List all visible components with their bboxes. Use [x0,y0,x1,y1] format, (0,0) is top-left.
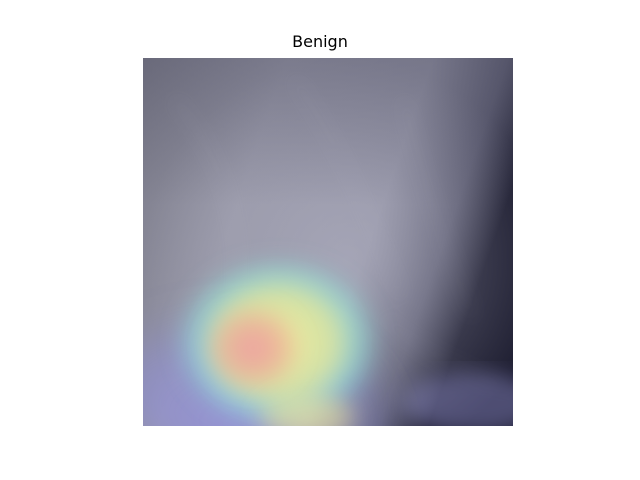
image-title: Benign [292,32,348,51]
heatmap-overlay-image [143,58,513,426]
